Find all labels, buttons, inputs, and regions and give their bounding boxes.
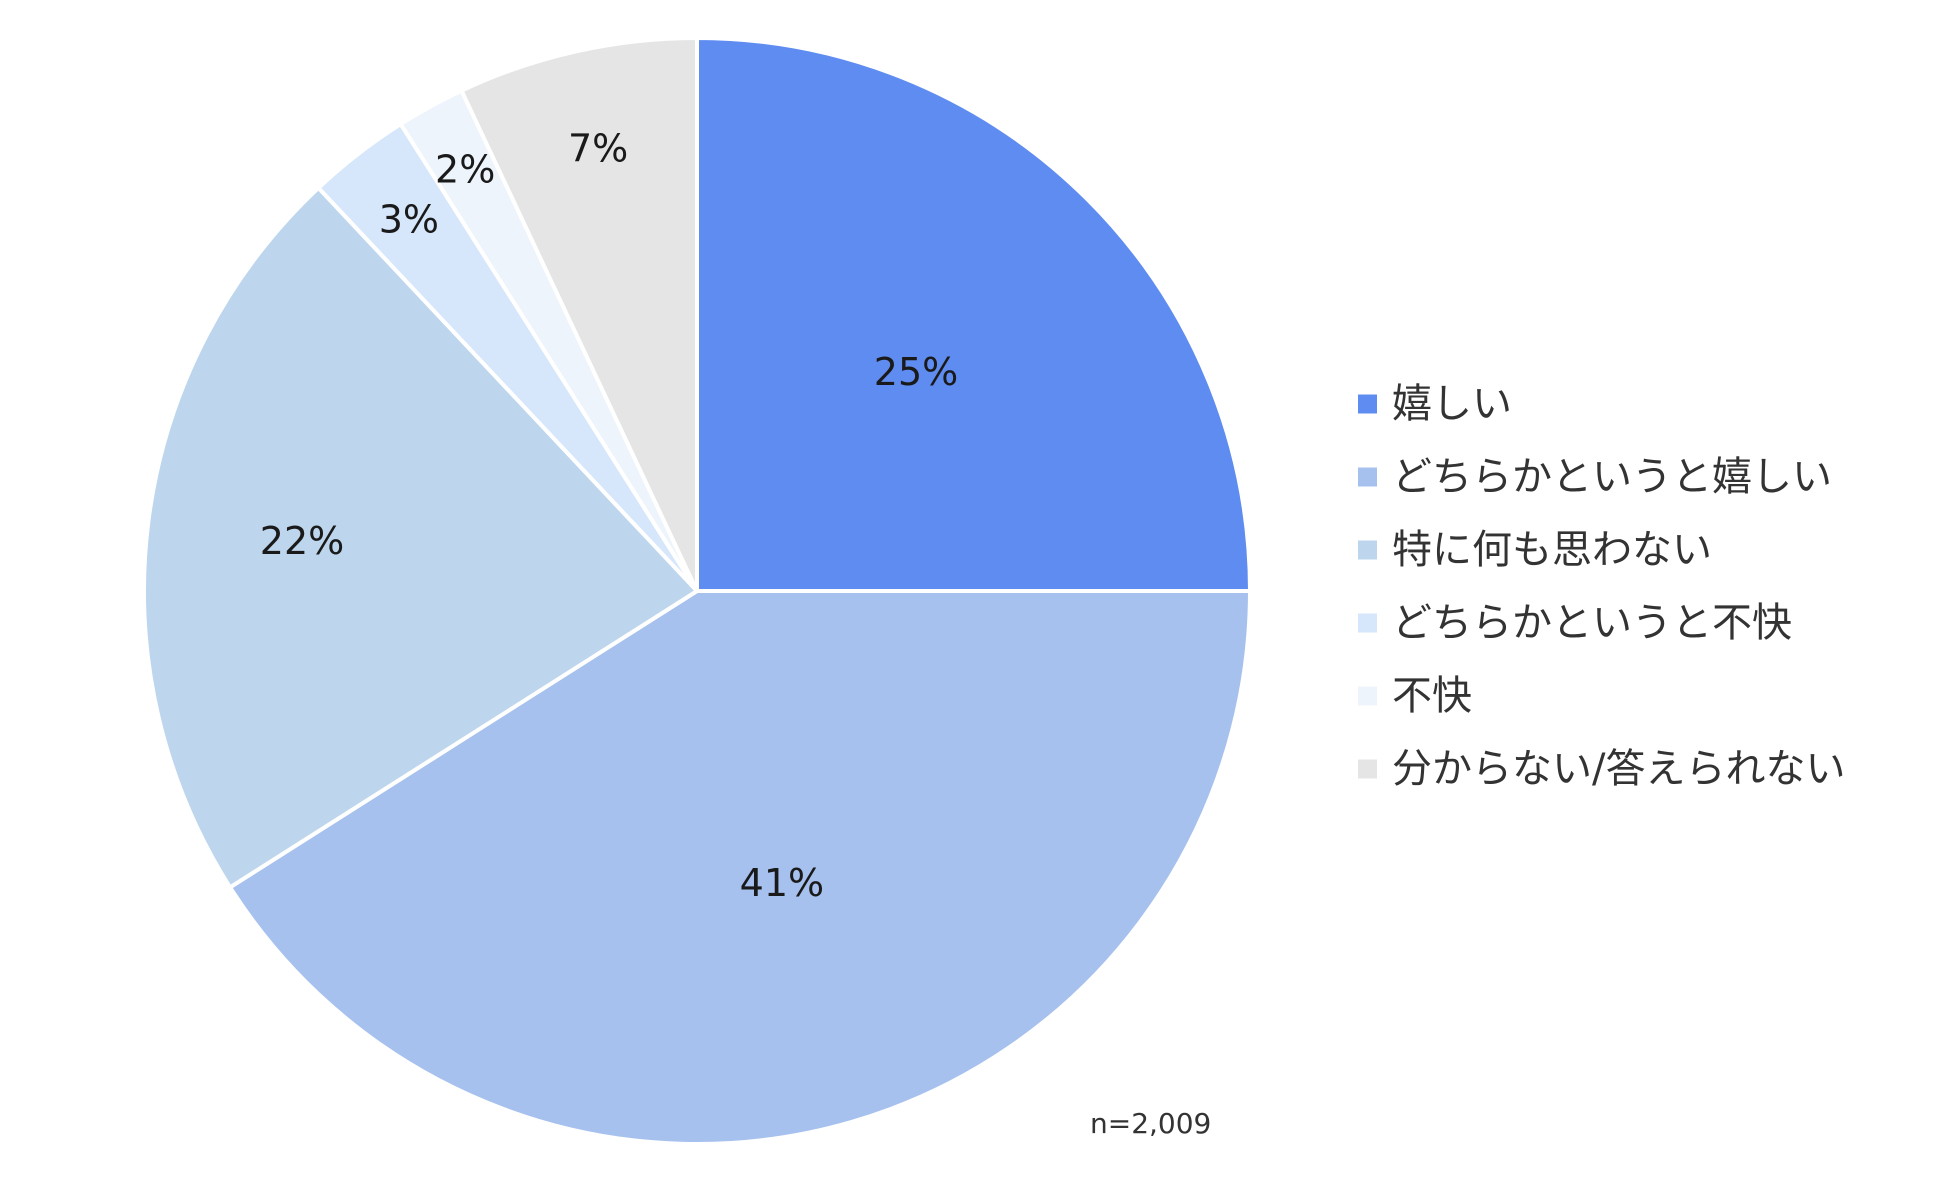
- legend-label: 不快: [1392, 673, 1472, 719]
- slice-value-label: 25%: [874, 350, 958, 394]
- slice-value-label: 7%: [568, 127, 628, 171]
- slice-labels: 25% 41% 22% 3% 2% 7%: [260, 127, 958, 906]
- pie-slice: [695, 36, 1252, 593]
- slice-value-label: 2%: [435, 147, 495, 191]
- legend-swatch: [1358, 759, 1377, 779]
- legend-swatch: [1358, 467, 1377, 487]
- legend-label: 分からない/答えられない: [1392, 746, 1845, 792]
- pie-slice: [459, 36, 699, 593]
- legend-swatch: [1358, 686, 1377, 706]
- legend-swatch: [1358, 540, 1377, 560]
- legend-swatch: [1358, 394, 1377, 414]
- legend-label: 特に何も思わない: [1392, 527, 1712, 573]
- slice-value-label: 41%: [740, 861, 824, 905]
- legend: 嬉しいどちらかというと嬉しい特に何も思わないどちらかというと不快不快分からない/…: [1358, 381, 1845, 792]
- slice-value-label: 3%: [379, 198, 439, 242]
- sample-size-note: n=2,009: [1090, 1107, 1211, 1140]
- pie-slices: [142, 36, 1252, 1146]
- legend-label: 嬉しい: [1392, 381, 1512, 427]
- legend-label: どちらかというと不快: [1392, 600, 1792, 646]
- slice-value-label: 22%: [260, 519, 344, 563]
- pie-slice: [228, 589, 1252, 1146]
- legend-label: どちらかというと嬉しい: [1392, 454, 1832, 500]
- legend-swatch: [1358, 613, 1377, 633]
- pie-slice: [142, 185, 699, 890]
